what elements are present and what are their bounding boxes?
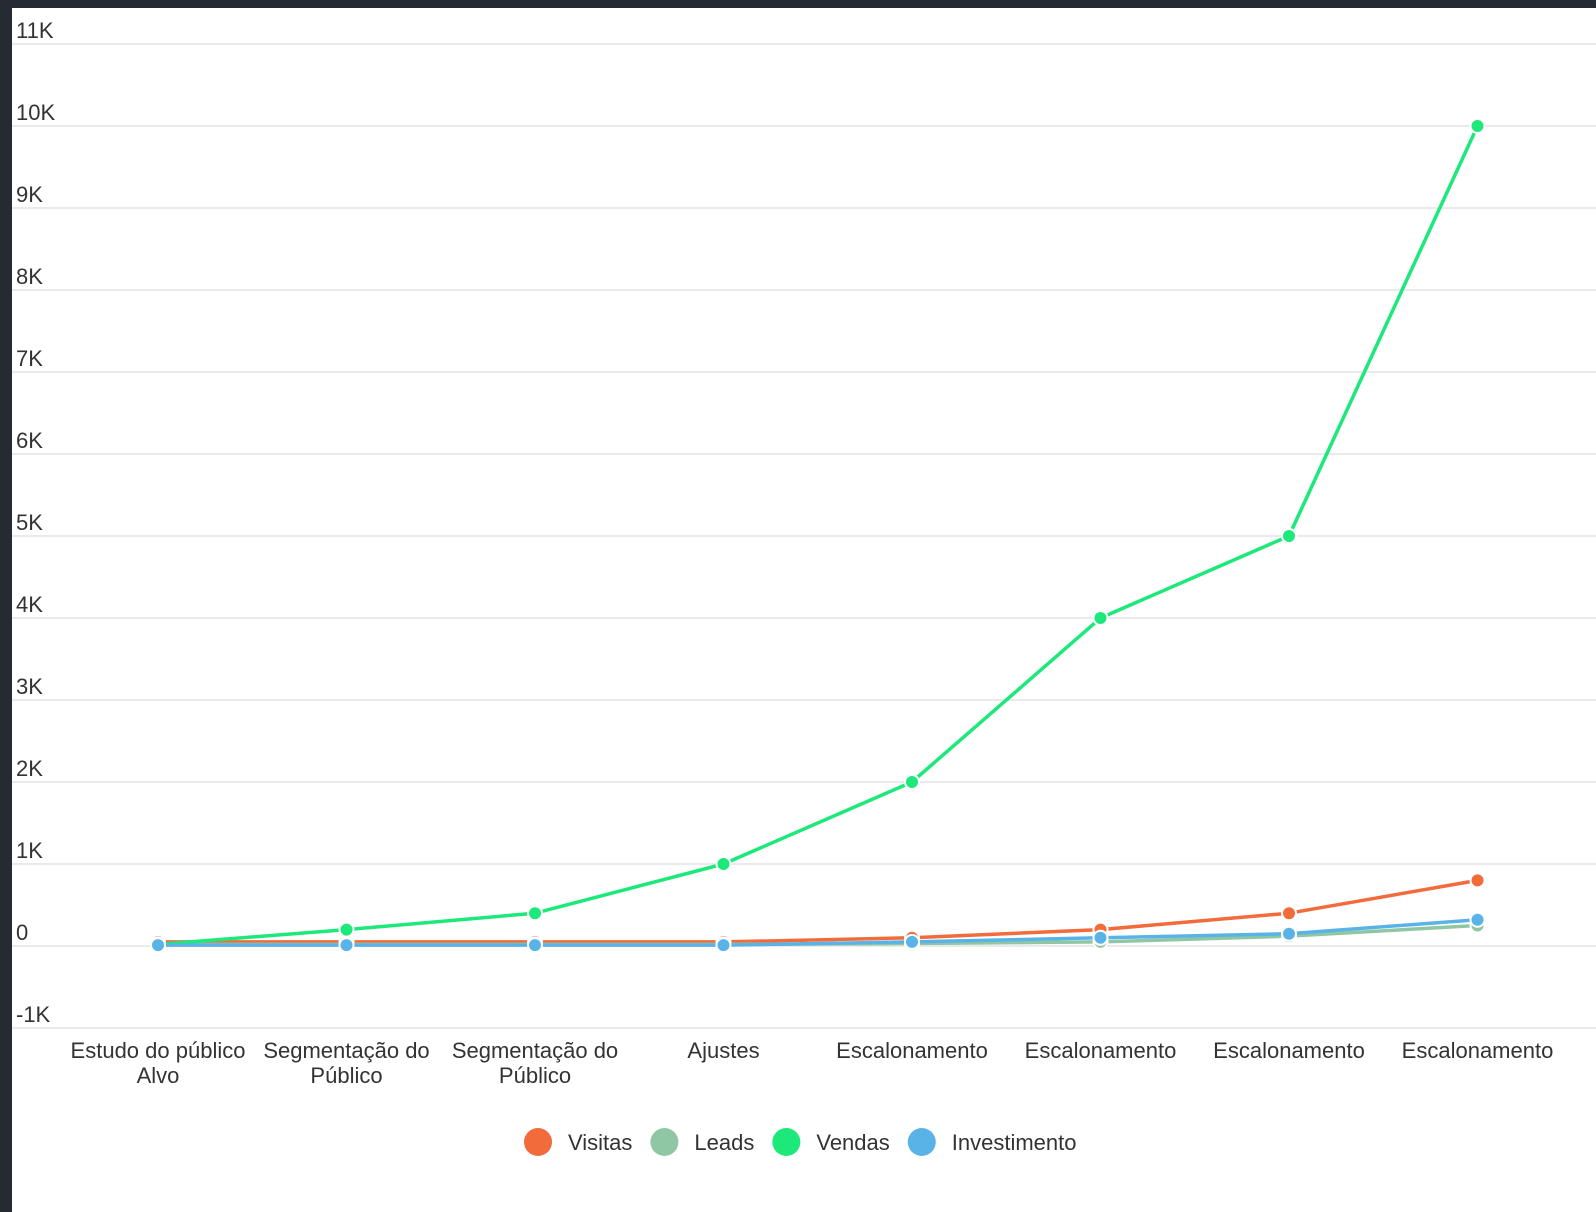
y-tick-label: 2K <box>16 756 43 781</box>
data-point-vendas[interactable] <box>904 774 920 790</box>
y-tick-label: 1K <box>16 838 43 863</box>
data-point-vendas[interactable] <box>1092 610 1109 626</box>
x-tick-label: Escalonamento <box>836 1038 988 1063</box>
y-tick-label: 6K <box>16 428 43 453</box>
y-tick-label: 11K <box>16 18 54 43</box>
y-tick-label: -1K <box>16 1002 51 1027</box>
data-point-vendas[interactable] <box>1469 118 1486 134</box>
y-tick-label: 3K <box>16 674 43 699</box>
legend-item-visitas[interactable]: Visitas <box>524 1128 632 1156</box>
data-point-investimento[interactable] <box>904 933 920 950</box>
grid-layer <box>12 43 1596 1029</box>
y-axis: 11K 10K 9K 8K 7K 6K 5K 4K 3K 2K 1K 0 -1K <box>16 18 55 1027</box>
data-point-visitas[interactable] <box>1469 872 1486 889</box>
legend-swatch <box>650 1128 679 1156</box>
data-point-investimento[interactable] <box>715 937 732 954</box>
data-point-investimento[interactable] <box>150 937 166 954</box>
data-point-vendas[interactable] <box>338 921 355 938</box>
series-vendas <box>150 118 1486 953</box>
y-tick-label: 5K <box>16 510 43 535</box>
x-tick-label: Estudo do público Alvo <box>71 1038 246 1088</box>
legend-label: Leads <box>694 1130 754 1155</box>
series-line-visitas <box>158 878 1478 944</box>
y-tick-label: 0 <box>16 920 28 945</box>
x-axis: Estudo do público Alvo Segmentação do Públi… <box>71 1038 1554 1088</box>
legend[interactable]: Visitas Leads Vendas Investimento <box>524 1128 1077 1156</box>
legend-swatch <box>907 1128 936 1156</box>
data-point-investimento[interactable] <box>1092 929 1109 946</box>
legend-item-vendas[interactable]: Vendas <box>772 1128 890 1156</box>
line-chart: 11K 10K 9K 8K 7K 6K 5K 4K 3K 2K 1K 0 -1K Estudo do p… <box>12 18 1596 1156</box>
y-tick-label: 7K <box>16 346 43 371</box>
legend-swatch <box>524 1128 552 1156</box>
data-point-investimento[interactable] <box>1469 911 1486 928</box>
y-tick-label: 10K <box>16 100 55 125</box>
x-tick-label: Segmentação do Público <box>263 1038 429 1088</box>
legend-item-investimento[interactable]: Investimento <box>907 1128 1077 1156</box>
x-tick-label: Segmentação do Público <box>452 1038 618 1088</box>
data-point-investimento[interactable] <box>527 937 543 954</box>
y-tick-label: 4K <box>16 592 43 617</box>
x-tick-label: Escalonamento <box>1213 1038 1365 1063</box>
y-tick-label: 9K <box>16 182 43 207</box>
series-line-investimento <box>158 918 1478 947</box>
chart-panel: 11K 10K 9K 8K 7K 6K 5K 4K 3K 2K 1K 0 -1K Estudo do p… <box>12 8 1596 1212</box>
x-tick-label: Ajustes <box>687 1038 759 1063</box>
data-point-vendas[interactable] <box>527 905 543 922</box>
series-line-vendas <box>157 125 1480 947</box>
data-point-vendas[interactable] <box>715 856 732 872</box>
legend-label: Investimento <box>952 1130 1077 1155</box>
legend-swatch <box>772 1128 801 1156</box>
data-point-vendas[interactable] <box>1281 528 1297 544</box>
data-point-investimento[interactable] <box>338 937 355 954</box>
data-point-visitas[interactable] <box>1281 905 1297 922</box>
data-point-investimento[interactable] <box>1281 925 1297 942</box>
x-tick-label: Escalonamento <box>1402 1038 1554 1063</box>
series-investimento <box>150 911 1486 954</box>
legend-label: Visitas <box>568 1130 632 1155</box>
y-tick-label: 8K <box>16 264 43 289</box>
legend-label: Vendas <box>816 1130 889 1155</box>
legend-item-leads[interactable]: Leads <box>650 1128 754 1156</box>
series-layer <box>150 118 1486 954</box>
x-tick-label: Escalonamento <box>1025 1038 1177 1063</box>
